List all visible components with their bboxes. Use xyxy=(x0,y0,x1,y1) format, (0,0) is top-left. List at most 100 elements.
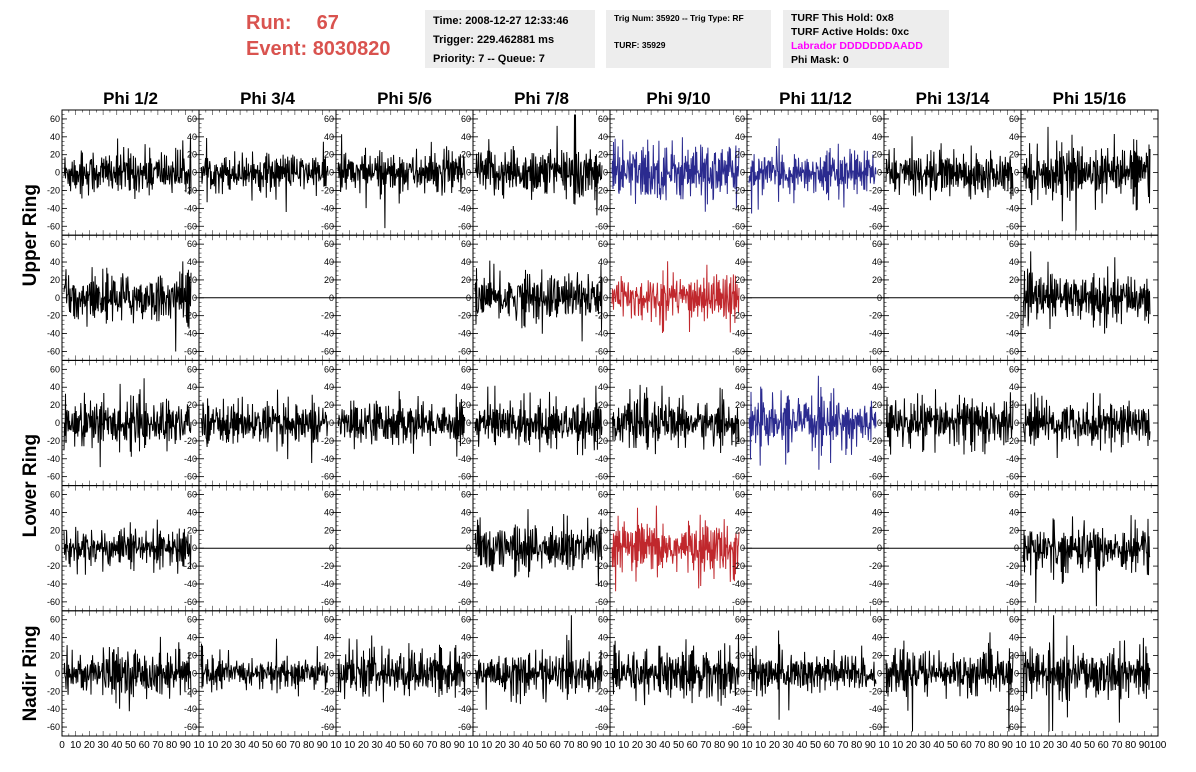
trig-num-text: Trig Num: 35920 -- Trig Type: RF xyxy=(614,13,744,23)
y-tick-label: 20 xyxy=(598,525,608,535)
phi-mask-text: Phi Mask: 0 xyxy=(791,54,849,66)
y-tick-label: -20 xyxy=(595,311,608,321)
y-tick-label: 40 xyxy=(324,507,334,517)
waveform-trace xyxy=(63,378,192,468)
y-tick-label: 20 xyxy=(735,400,745,410)
y-tick-label: -20 xyxy=(1006,185,1019,195)
y-tick-label: -60 xyxy=(869,221,882,231)
y-tick-label: -20 xyxy=(869,561,882,571)
y-tick-label: -60 xyxy=(47,346,60,356)
y-tick-label: -20 xyxy=(732,436,745,446)
y-tick-label: 60 xyxy=(1009,114,1019,124)
x-tick-label: 80 xyxy=(440,740,452,751)
y-tick-label: 0 xyxy=(55,418,60,428)
y-tick-label: 0 xyxy=(877,418,882,428)
y-tick-label: -20 xyxy=(1006,686,1019,696)
waveform-trace xyxy=(611,505,740,592)
y-tick-label: 0 xyxy=(877,543,882,553)
y-tick-label: 0 xyxy=(740,543,745,553)
event-row: Event: 8030820 xyxy=(246,36,416,62)
y-tick-label: -40 xyxy=(321,704,334,714)
waveform-trace xyxy=(63,519,192,575)
y-tick-label: 20 xyxy=(187,525,197,535)
x-tick-label: 80 xyxy=(988,740,1000,751)
y-tick-label: 0 xyxy=(877,668,882,678)
turf-active-holds-text: TURF Active Holds: 0xc xyxy=(791,26,910,38)
y-tick-label: 60 xyxy=(461,364,471,374)
y-tick-label: 20 xyxy=(461,400,471,410)
y-tick-label: 20 xyxy=(735,275,745,285)
x-tick-label: 30 xyxy=(235,740,247,751)
x-tick-label: 50 xyxy=(536,740,548,751)
y-tick-label: 60 xyxy=(872,615,882,625)
x-tick-label: 90 xyxy=(454,740,466,751)
y-tick-label: -20 xyxy=(869,436,882,446)
waveform-trace xyxy=(63,135,192,200)
x-tick-label: 60 xyxy=(550,740,562,751)
y-tick-label: -60 xyxy=(595,221,608,231)
y-tick-label: -40 xyxy=(184,579,197,589)
trigger-info-box: Trig Num: 35920 -- Trig Type: RF TURF: 3… xyxy=(606,10,771,68)
y-tick-label: 40 xyxy=(1009,633,1019,643)
y-tick-label: 20 xyxy=(461,651,471,661)
x-tick-label: 40 xyxy=(933,740,945,751)
y-tick-label: -40 xyxy=(458,203,471,213)
y-tick-label: 60 xyxy=(461,615,471,625)
y-tick-label: -40 xyxy=(47,203,60,213)
turf-this-hold-text: TURF This Hold: 0x8 xyxy=(791,12,894,24)
x-tick-label: 70 xyxy=(1111,740,1123,751)
y-tick-label: -40 xyxy=(321,329,334,339)
y-tick-label: 0 xyxy=(603,668,608,678)
y-tick-label: 60 xyxy=(872,114,882,124)
x-tick-label: 90 xyxy=(317,740,329,751)
x-tick-label: 70 xyxy=(289,740,301,751)
y-tick-label: 60 xyxy=(324,364,334,374)
y-tick-label: 0 xyxy=(603,418,608,428)
x-tick-label: 10 xyxy=(70,740,82,751)
y-tick-label: -20 xyxy=(458,686,471,696)
column-header: Phi 15/16 xyxy=(1053,89,1127,108)
y-tick-label: 40 xyxy=(1009,382,1019,392)
y-tick-label: 20 xyxy=(324,525,334,535)
x-tick-label: 90 xyxy=(1002,740,1014,751)
x-tick-label: 40 xyxy=(659,740,671,751)
y-tick-label: 40 xyxy=(872,382,882,392)
y-tick-label: -20 xyxy=(1006,311,1019,321)
waveform-trace xyxy=(611,137,740,212)
y-tick-label: 20 xyxy=(50,400,60,410)
y-tick-label: 60 xyxy=(872,239,882,249)
column-header: Phi 11/12 xyxy=(779,89,852,108)
y-tick-label: 40 xyxy=(324,382,334,392)
waveform-trace xyxy=(474,509,603,587)
y-tick-label: -40 xyxy=(184,203,197,213)
y-tick-label: 20 xyxy=(1009,400,1019,410)
y-tick-label: 0 xyxy=(466,293,471,303)
y-tick-label: 20 xyxy=(324,150,334,160)
y-tick-label: 60 xyxy=(324,615,334,625)
waveform-trace xyxy=(1022,126,1151,231)
y-tick-label: 60 xyxy=(187,364,197,374)
waveform-trace xyxy=(1022,392,1151,459)
y-tick-label: 20 xyxy=(187,651,197,661)
y-tick-label: 40 xyxy=(461,507,471,517)
y-tick-label: 20 xyxy=(598,400,608,410)
x-tick-label: 40 xyxy=(1070,740,1082,751)
y-tick-label: -20 xyxy=(184,311,197,321)
y-tick-label: 60 xyxy=(735,114,745,124)
x-tick-label: 60 xyxy=(139,740,151,751)
y-tick-label: 60 xyxy=(324,114,334,124)
y-tick-label: 0 xyxy=(329,543,334,553)
y-tick-label: -60 xyxy=(869,597,882,607)
waveform-trace xyxy=(885,389,1014,455)
ring-label: Lower Ring xyxy=(20,434,41,537)
y-tick-label: 0 xyxy=(603,293,608,303)
y-tick-label: -20 xyxy=(321,561,334,571)
turf-text: TURF: 35929 xyxy=(614,40,666,50)
x-tick-label: 30 xyxy=(646,740,658,751)
x-tick-label: 60 xyxy=(276,740,288,751)
y-tick-label: 0 xyxy=(466,168,471,178)
y-tick-label: -60 xyxy=(321,597,334,607)
y-tick-label: 40 xyxy=(187,132,197,142)
y-tick-label: 0 xyxy=(740,168,745,178)
